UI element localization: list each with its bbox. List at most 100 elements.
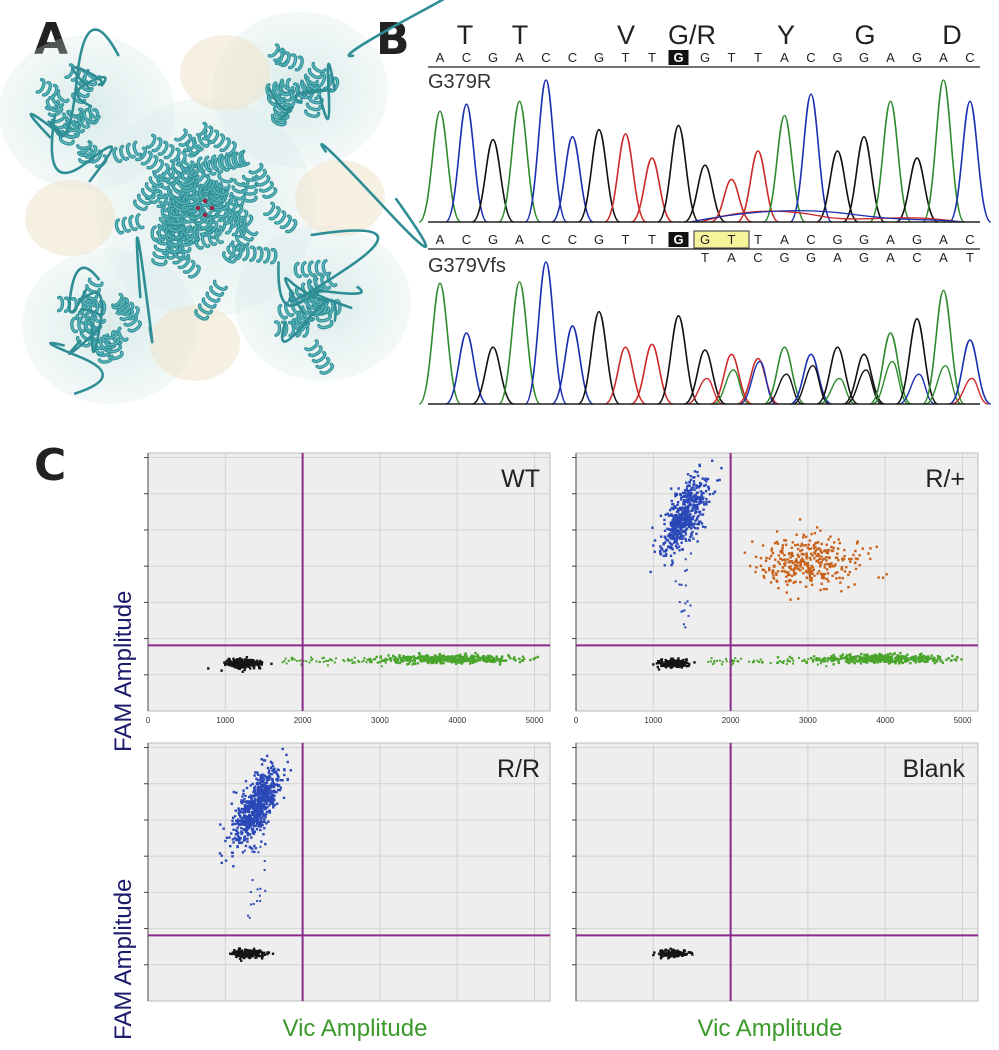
droplet-fam-positive bbox=[662, 542, 665, 545]
droplet-fam-positive bbox=[254, 811, 258, 814]
droplet-fam-positive bbox=[701, 513, 705, 516]
droplet-fam-positive bbox=[699, 496, 702, 499]
droplet-fam-positive bbox=[680, 525, 683, 528]
droplet-trail-vic-positive bbox=[718, 659, 721, 662]
droplet-vic-positive bbox=[922, 654, 926, 658]
droplet-fam-positive bbox=[252, 801, 256, 805]
droplet-double-positive bbox=[797, 555, 800, 558]
droplet-negative bbox=[659, 949, 663, 952]
droplet-fam-positive bbox=[692, 525, 695, 528]
droplet-vic-positive bbox=[460, 662, 464, 665]
droplet-double-positive bbox=[805, 557, 808, 560]
droplet-double-positive bbox=[848, 557, 851, 561]
droplet-fam-positive bbox=[675, 516, 679, 519]
droplet-fam-positive bbox=[259, 819, 263, 823]
droplet-double-positive bbox=[820, 582, 823, 585]
droplet-vic-positive bbox=[879, 660, 882, 663]
droplet-fam-positive bbox=[259, 797, 262, 800]
droplet-fam-positive bbox=[253, 804, 257, 808]
droplet-double-positive bbox=[775, 530, 779, 533]
droplet-trail-vic-positive bbox=[290, 658, 293, 661]
droplet-vic-positive bbox=[856, 655, 859, 658]
droplet-vic-positive bbox=[408, 660, 412, 663]
droplet-vic-positive bbox=[927, 655, 930, 658]
droplet-vic-positive bbox=[853, 657, 856, 661]
droplet-double-positive bbox=[788, 560, 792, 563]
droplet-vic-positive bbox=[433, 654, 437, 657]
droplet-negative bbox=[672, 664, 675, 668]
droplet-double-positive bbox=[826, 562, 829, 566]
droplet-fam-positive bbox=[245, 824, 249, 827]
peak-C-5 bbox=[551, 325, 594, 405]
droplet-vic-positive bbox=[461, 660, 465, 664]
droplet-fam-positive bbox=[677, 516, 680, 519]
droplet-fam-positive bbox=[664, 513, 667, 516]
droplet-vic-positive bbox=[925, 659, 928, 662]
droplet-fam-positive bbox=[246, 826, 249, 829]
droplet-fam-positive bbox=[689, 478, 693, 482]
droplet-fam-positive bbox=[702, 508, 705, 511]
droplet-fam-positive bbox=[230, 851, 234, 854]
droplet-fam-positive bbox=[253, 813, 256, 816]
droplet-fam-positive bbox=[247, 814, 251, 817]
droplet-fam-positive bbox=[262, 807, 266, 810]
droplet-trail-vic-positive bbox=[720, 663, 723, 666]
droplet-double-positive bbox=[802, 544, 805, 547]
droplet-trail-vic-positive bbox=[823, 660, 826, 663]
droplet-fam-positive bbox=[684, 524, 687, 528]
droplet-double-positive bbox=[775, 573, 778, 577]
droplet-trail-vic-positive bbox=[807, 658, 810, 661]
droplet-fam-positive bbox=[244, 804, 248, 808]
droplet-fam-positive bbox=[684, 530, 687, 533]
droplet-fam-positive bbox=[258, 815, 261, 818]
droplet-vic-positive bbox=[865, 659, 868, 663]
droplet-double-positive bbox=[768, 569, 771, 572]
droplet-double-positive bbox=[797, 597, 800, 600]
droplet-trail-fam-positive bbox=[682, 623, 685, 626]
droplet-negative bbox=[658, 660, 661, 663]
droplet-vic-positive bbox=[416, 662, 420, 665]
droplet-negative bbox=[239, 954, 242, 958]
peak-A-13 bbox=[763, 346, 806, 405]
droplet-double-positive bbox=[785, 591, 788, 594]
droplet-double-positive bbox=[800, 542, 804, 546]
droplet-vic-positive bbox=[890, 657, 893, 660]
droplet-double-positive bbox=[854, 567, 858, 571]
droplet-fam-positive bbox=[271, 793, 275, 797]
droplet-fam-positive bbox=[259, 779, 262, 783]
droplet-fam-positive bbox=[691, 530, 694, 534]
droplet-fam-positive bbox=[659, 553, 663, 556]
droplet-fam-positive bbox=[243, 806, 247, 810]
droplet-vic-positive bbox=[513, 656, 516, 659]
droplet-fam-positive bbox=[694, 495, 697, 498]
droplet-negative bbox=[686, 661, 689, 664]
droplet-vic-positive bbox=[426, 654, 429, 658]
droplet-double-positive bbox=[836, 552, 839, 555]
droplet-vic-positive bbox=[894, 662, 897, 665]
droplet-fam-positive bbox=[707, 485, 710, 489]
droplet-fam-positive bbox=[251, 831, 255, 835]
droplet-double-positive bbox=[809, 567, 812, 570]
droplet-double-positive bbox=[804, 585, 808, 588]
droplet-fam-positive bbox=[259, 777, 262, 781]
droplet-vic-positive bbox=[422, 657, 425, 660]
droplet-negative bbox=[230, 663, 234, 667]
droplet-fam-positive bbox=[687, 525, 691, 529]
droplet-fam-positive bbox=[250, 805, 253, 809]
droplet-vic-positive bbox=[495, 655, 499, 658]
droplet-vic-positive bbox=[911, 658, 914, 661]
droplet-vic-positive bbox=[831, 656, 834, 659]
droplet-vic-positive bbox=[935, 660, 939, 663]
droplet-negative bbox=[231, 951, 235, 954]
droplet-fam-positive bbox=[244, 818, 247, 822]
droplet-fam-positive bbox=[704, 483, 707, 487]
droplet-vic-positive bbox=[935, 658, 938, 662]
droplet-negative bbox=[670, 662, 674, 666]
droplet-fam-positive bbox=[666, 512, 669, 515]
amino-acid-1: T bbox=[512, 20, 529, 50]
droplet-vic-positive bbox=[836, 657, 839, 661]
droplet-double-positive bbox=[792, 571, 796, 574]
droplet-fam-positive bbox=[259, 805, 263, 808]
droplet-vic-positive bbox=[886, 653, 889, 656]
